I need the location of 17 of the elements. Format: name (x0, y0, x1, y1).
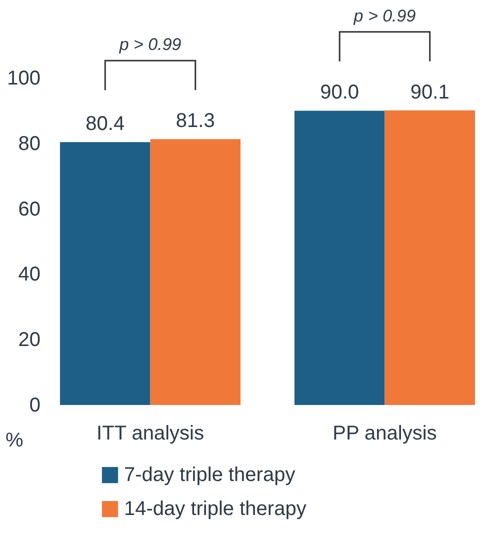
y-tick-label: 80 (18, 132, 40, 155)
legend-label: 14-day triple therapy (124, 498, 306, 520)
data-label: 80.4 (86, 113, 125, 136)
x-tick-label: PP analysis (332, 422, 437, 444)
y-tick-label: 100 (7, 68, 40, 90)
y-tick-label: 0 (29, 394, 40, 416)
x-tick-label: ITT analysis (96, 422, 204, 444)
y-tick-label: 40 (18, 264, 40, 286)
y-axis-title: % (6, 430, 24, 452)
data-label: 90.1 (410, 81, 450, 104)
legend-label: 7-day triple therapy (124, 464, 296, 486)
y-tick-label: 20 (18, 329, 40, 352)
data-label: 81.3 (176, 110, 215, 132)
text: p > 0.99 (352, 6, 416, 26)
data-label: 90.0 (320, 82, 360, 104)
text: p > 0.99 (118, 35, 182, 54)
y-tick-label: 60 (18, 198, 40, 220)
